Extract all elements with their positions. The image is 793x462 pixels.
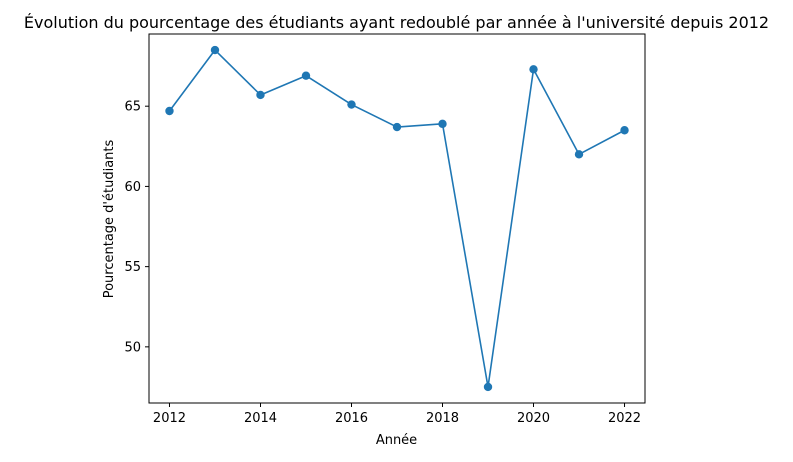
data-point <box>256 90 265 100</box>
y-axis-label: Pourcentage d'étudiants <box>102 139 117 298</box>
data-point <box>165 106 174 116</box>
data-point <box>529 65 538 74</box>
x-tick-label: 2012 <box>153 411 186 426</box>
data-point <box>438 119 447 129</box>
series-line <box>168 49 625 388</box>
data-point <box>483 382 493 392</box>
data-point <box>210 45 220 55</box>
x-axis-label: Année <box>376 433 417 448</box>
x-tick-label: 2018 <box>426 411 459 426</box>
plot-frame <box>148 33 646 404</box>
y-tick-label: 60 <box>124 180 141 195</box>
x-tick-label: 2014 <box>244 411 277 426</box>
plot-area: 2012 2014 2016 2018 2020 2022 50 55 60 65 <box>124 33 646 426</box>
x-tick-label: 2020 <box>517 411 550 426</box>
data-point <box>301 71 311 80</box>
x-tick-label: 2016 <box>335 411 368 426</box>
data-point <box>347 100 356 109</box>
data-point <box>392 122 402 132</box>
x-tick-label: 2022 <box>608 411 641 426</box>
data-point <box>574 150 584 159</box>
y-tick-label: 65 <box>124 100 141 115</box>
y-tick-label: 55 <box>124 260 141 275</box>
data-point <box>620 126 629 135</box>
chart-title: Évolution du pourcentage des étudiants a… <box>24 13 769 32</box>
y-tick-label: 50 <box>124 340 141 355</box>
